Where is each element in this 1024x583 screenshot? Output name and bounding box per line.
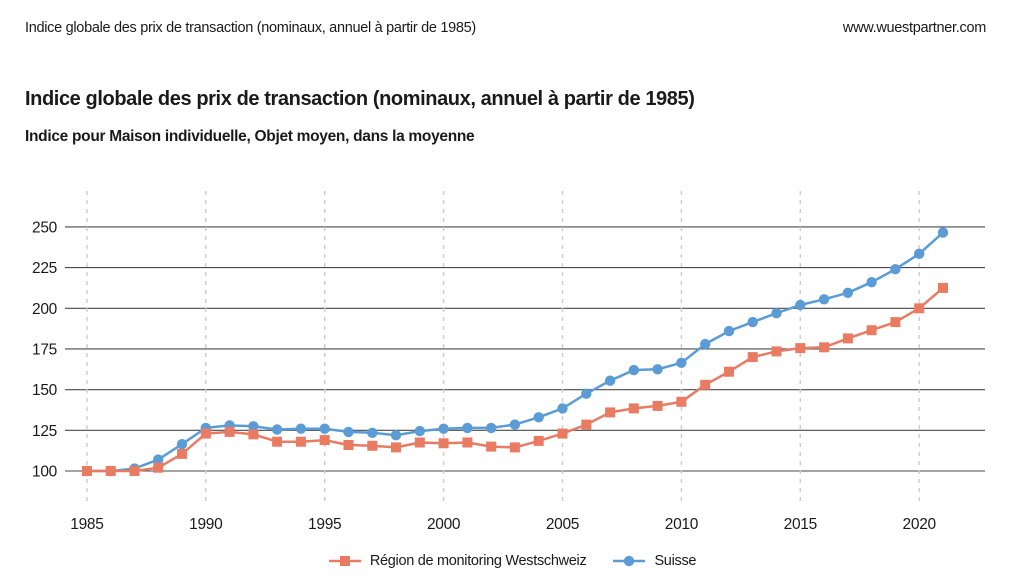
data-point: [177, 448, 187, 459]
data-point: [414, 437, 425, 448]
data-point: [438, 423, 449, 434]
data-point: [414, 425, 425, 437]
data-point: [628, 364, 639, 376]
data-point: [937, 227, 949, 238]
y-tick-label: 175: [32, 341, 57, 358]
data-point: [248, 429, 259, 440]
data-point: [343, 426, 354, 438]
data-point: [676, 357, 687, 368]
data-point: [319, 435, 330, 446]
data-point: [462, 437, 473, 448]
data-point: [604, 375, 616, 386]
data-point: [866, 325, 877, 336]
data-point: [628, 403, 639, 414]
legend-item-suisse: Suisse: [612, 553, 696, 569]
data-point: [700, 379, 711, 390]
data-point: [652, 400, 663, 411]
data-point: [581, 388, 592, 399]
data-point: [153, 454, 164, 465]
header-url: www.wuestpartner.com: [842, 20, 986, 36]
data-point: [367, 440, 378, 451]
data-point: [271, 424, 283, 435]
data-point: [581, 419, 592, 430]
y-tick-label: 200: [32, 301, 58, 318]
data-point: [200, 428, 211, 439]
data-point: [176, 439, 188, 450]
data-point: [723, 325, 735, 337]
series-line-1: [85, 231, 945, 473]
x-tick-label: 1995: [308, 516, 341, 533]
data-point: [343, 440, 354, 450]
data-point: [557, 403, 568, 414]
data-point: [771, 308, 782, 319]
data-point: [747, 352, 758, 363]
x-tick-label: 2015: [784, 516, 817, 533]
data-point: [248, 421, 259, 432]
data-point: [533, 435, 544, 446]
data-point: [391, 442, 401, 453]
data-point: [605, 407, 616, 418]
data-point: [938, 282, 948, 293]
data-point: [462, 422, 473, 434]
data-point: [295, 423, 307, 434]
y-tick-label: 100: [32, 464, 58, 481]
chart-legend: Région de monitoring Westschweiz Suisse: [0, 553, 1024, 569]
y-tick-label: 225: [32, 260, 57, 277]
data-point: [295, 436, 306, 447]
data-point: [676, 396, 687, 407]
data-point: [842, 287, 854, 298]
data-point: [486, 422, 497, 434]
data-point: [224, 426, 235, 437]
data-point: [914, 303, 925, 314]
data-point: [914, 248, 925, 259]
data-point: [319, 423, 330, 434]
chart-title: Indice globale des prix de transaction (…: [25, 88, 695, 110]
legend-item-westschweiz: Région de monitoring Westschweiz: [328, 553, 587, 569]
page-header: Indice globale des prix de transaction (…: [25, 20, 986, 36]
header-title: Indice globale des prix de transaction (…: [25, 20, 476, 36]
data-point: [509, 419, 521, 430]
data-point: [367, 427, 378, 438]
data-point: [153, 462, 164, 473]
data-point: [819, 342, 830, 353]
data-point: [557, 428, 568, 439]
data-point: [81, 466, 92, 476]
data-point: [842, 333, 853, 344]
y-tick-label: 125: [32, 423, 57, 440]
data-point: [509, 442, 520, 453]
data-point: [486, 441, 497, 452]
data-point: [818, 294, 830, 305]
y-tick-label: 150: [32, 382, 58, 399]
data-point: [652, 364, 663, 375]
data-point: [700, 338, 711, 350]
data-point: [890, 317, 901, 328]
data-point: [272, 436, 283, 447]
x-tick-label: 2005: [546, 516, 579, 533]
legend-circle-marker-icon: [613, 555, 646, 567]
x-tick-label: 2010: [665, 516, 699, 533]
legend-label-westschweiz: Région de monitoring Westschweiz: [369, 553, 587, 569]
data-point: [795, 343, 806, 354]
data-point: [866, 277, 877, 288]
data-point: [105, 466, 116, 476]
data-point: [747, 316, 758, 328]
x-tick-label: 2000: [427, 516, 461, 533]
legend-square-marker-icon: [328, 556, 361, 566]
data-point: [438, 438, 449, 449]
x-tick-label: 1990: [189, 516, 223, 533]
data-point: [795, 299, 806, 311]
y-tick-label: 250: [32, 219, 58, 236]
data-point: [724, 366, 734, 377]
chart-subtitle: Indice pour Maison individuelle, Objet m…: [25, 128, 475, 145]
x-tick-label: 1985: [70, 516, 103, 533]
x-tick-label: 2020: [903, 516, 937, 533]
data-point: [129, 466, 140, 476]
data-point: [890, 264, 901, 275]
legend-label-suisse: Suisse: [654, 553, 697, 569]
data-point: [390, 430, 402, 441]
data-point: [533, 412, 544, 423]
data-point: [771, 346, 782, 357]
